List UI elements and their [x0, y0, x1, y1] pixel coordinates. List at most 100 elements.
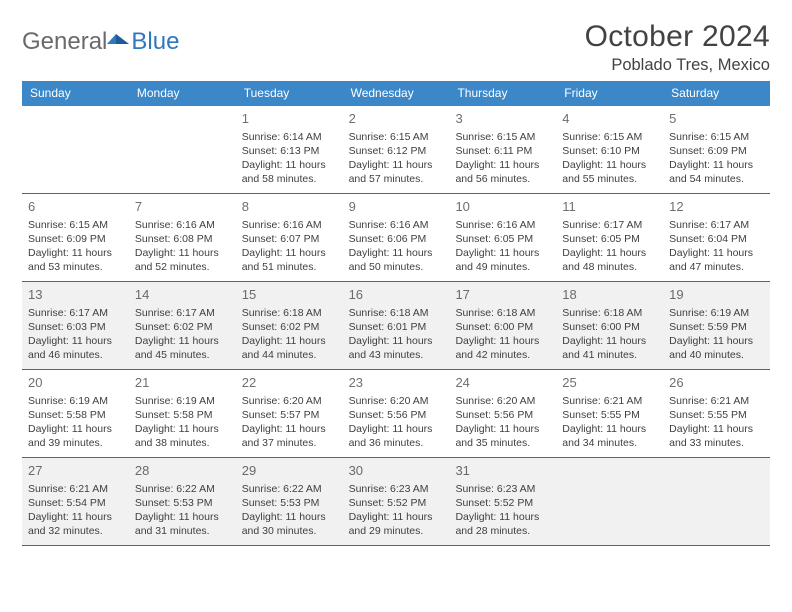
page-header: General Blue October 2024 Poblado Tres, … — [22, 20, 770, 75]
sunrise-text: Sunrise: 6:20 AM — [455, 394, 550, 408]
day-number: 26 — [669, 374, 764, 392]
sunrise-text: Sunrise: 6:16 AM — [135, 218, 230, 232]
daylight-text: Daylight: 11 hours and 40 minutes. — [669, 334, 764, 362]
day-number: 25 — [562, 374, 657, 392]
sunrise-text: Sunrise: 6:18 AM — [242, 306, 337, 320]
day-number: 29 — [242, 462, 337, 480]
day-number: 14 — [135, 286, 230, 304]
sunrise-text: Sunrise: 6:18 AM — [349, 306, 444, 320]
daylight-text: Daylight: 11 hours and 52 minutes. — [135, 246, 230, 274]
day-number: 3 — [455, 110, 550, 128]
daylight-text: Daylight: 11 hours and 28 minutes. — [455, 510, 550, 538]
day-number: 13 — [28, 286, 123, 304]
calendar-cell: 23Sunrise: 6:20 AMSunset: 5:56 PMDayligh… — [343, 370, 450, 457]
day-number: 15 — [242, 286, 337, 304]
sunrise-text: Sunrise: 6:17 AM — [562, 218, 657, 232]
daylight-text: Daylight: 11 hours and 49 minutes. — [455, 246, 550, 274]
sunset-text: Sunset: 6:13 PM — [242, 144, 337, 158]
sunrise-text: Sunrise: 6:19 AM — [135, 394, 230, 408]
sunrise-text: Sunrise: 6:21 AM — [562, 394, 657, 408]
daylight-text: Daylight: 11 hours and 34 minutes. — [562, 422, 657, 450]
calendar-cell — [663, 458, 770, 545]
day-number: 9 — [349, 198, 444, 216]
sunset-text: Sunset: 6:12 PM — [349, 144, 444, 158]
daylight-text: Daylight: 11 hours and 51 minutes. — [242, 246, 337, 274]
sunset-text: Sunset: 6:05 PM — [455, 232, 550, 246]
daylight-text: Daylight: 11 hours and 46 minutes. — [28, 334, 123, 362]
sunset-text: Sunset: 6:09 PM — [669, 144, 764, 158]
daylight-text: Daylight: 11 hours and 50 minutes. — [349, 246, 444, 274]
sunrise-text: Sunrise: 6:15 AM — [349, 130, 444, 144]
daylight-text: Daylight: 11 hours and 35 minutes. — [455, 422, 550, 450]
sunset-text: Sunset: 5:53 PM — [242, 496, 337, 510]
sunset-text: Sunset: 6:03 PM — [28, 320, 123, 334]
daylight-text: Daylight: 11 hours and 32 minutes. — [28, 510, 123, 538]
weekday-header-row: Sunday Monday Tuesday Wednesday Thursday… — [22, 81, 770, 106]
sunrise-text: Sunrise: 6:16 AM — [242, 218, 337, 232]
sunset-text: Sunset: 6:01 PM — [349, 320, 444, 334]
day-number: 27 — [28, 462, 123, 480]
calendar-cell: 4Sunrise: 6:15 AMSunset: 6:10 PMDaylight… — [556, 106, 663, 193]
calendar-cell: 17Sunrise: 6:18 AMSunset: 6:00 PMDayligh… — [449, 282, 556, 369]
day-number: 30 — [349, 462, 444, 480]
logo: General Blue — [22, 20, 179, 56]
sunset-text: Sunset: 5:55 PM — [562, 408, 657, 422]
calendar-week: 20Sunrise: 6:19 AMSunset: 5:58 PMDayligh… — [22, 370, 770, 458]
sunrise-text: Sunrise: 6:18 AM — [562, 306, 657, 320]
sunset-text: Sunset: 6:10 PM — [562, 144, 657, 158]
day-number: 24 — [455, 374, 550, 392]
calendar-cell: 31Sunrise: 6:23 AMSunset: 5:52 PMDayligh… — [449, 458, 556, 545]
calendar-cell: 20Sunrise: 6:19 AMSunset: 5:58 PMDayligh… — [22, 370, 129, 457]
daylight-text: Daylight: 11 hours and 47 minutes. — [669, 246, 764, 274]
day-number: 4 — [562, 110, 657, 128]
day-number: 7 — [135, 198, 230, 216]
sunset-text: Sunset: 6:02 PM — [242, 320, 337, 334]
daylight-text: Daylight: 11 hours and 57 minutes. — [349, 158, 444, 186]
sunrise-text: Sunrise: 6:15 AM — [28, 218, 123, 232]
weekday-header: Monday — [129, 81, 236, 106]
month-title: October 2024 — [585, 20, 770, 54]
sunrise-text: Sunrise: 6:15 AM — [669, 130, 764, 144]
calendar-cell: 27Sunrise: 6:21 AMSunset: 5:54 PMDayligh… — [22, 458, 129, 545]
day-number: 12 — [669, 198, 764, 216]
calendar-cell: 5Sunrise: 6:15 AMSunset: 6:09 PMDaylight… — [663, 106, 770, 193]
calendar-week: 13Sunrise: 6:17 AMSunset: 6:03 PMDayligh… — [22, 282, 770, 370]
weekday-header: Sunday — [22, 81, 129, 106]
calendar-week: 1Sunrise: 6:14 AMSunset: 6:13 PMDaylight… — [22, 106, 770, 194]
calendar-cell: 29Sunrise: 6:22 AMSunset: 5:53 PMDayligh… — [236, 458, 343, 545]
calendar-cell: 7Sunrise: 6:16 AMSunset: 6:08 PMDaylight… — [129, 194, 236, 281]
sunset-text: Sunset: 6:02 PM — [135, 320, 230, 334]
calendar-cell — [556, 458, 663, 545]
day-number: 28 — [135, 462, 230, 480]
calendar-cell: 18Sunrise: 6:18 AMSunset: 6:00 PMDayligh… — [556, 282, 663, 369]
sunset-text: Sunset: 5:52 PM — [455, 496, 550, 510]
daylight-text: Daylight: 11 hours and 37 minutes. — [242, 422, 337, 450]
daylight-text: Daylight: 11 hours and 45 minutes. — [135, 334, 230, 362]
sunset-text: Sunset: 6:00 PM — [455, 320, 550, 334]
calendar-cell — [22, 106, 129, 193]
sunrise-text: Sunrise: 6:16 AM — [349, 218, 444, 232]
sunrise-text: Sunrise: 6:19 AM — [669, 306, 764, 320]
calendar-cell: 13Sunrise: 6:17 AMSunset: 6:03 PMDayligh… — [22, 282, 129, 369]
sunrise-text: Sunrise: 6:23 AM — [455, 482, 550, 496]
title-block: October 2024 Poblado Tres, Mexico — [585, 20, 770, 75]
sunset-text: Sunset: 5:53 PM — [135, 496, 230, 510]
calendar-cell: 2Sunrise: 6:15 AMSunset: 6:12 PMDaylight… — [343, 106, 450, 193]
calendar-cell: 9Sunrise: 6:16 AMSunset: 6:06 PMDaylight… — [343, 194, 450, 281]
calendar-cell — [129, 106, 236, 193]
sunrise-text: Sunrise: 6:20 AM — [349, 394, 444, 408]
daylight-text: Daylight: 11 hours and 58 minutes. — [242, 158, 337, 186]
daylight-text: Daylight: 11 hours and 55 minutes. — [562, 158, 657, 186]
calendar-cell: 21Sunrise: 6:19 AMSunset: 5:58 PMDayligh… — [129, 370, 236, 457]
sunrise-text: Sunrise: 6:23 AM — [349, 482, 444, 496]
weekday-header: Friday — [556, 81, 663, 106]
day-number: 6 — [28, 198, 123, 216]
sunrise-text: Sunrise: 6:21 AM — [28, 482, 123, 496]
sunrise-text: Sunrise: 6:19 AM — [28, 394, 123, 408]
calendar-cell: 30Sunrise: 6:23 AMSunset: 5:52 PMDayligh… — [343, 458, 450, 545]
calendar-cell: 10Sunrise: 6:16 AMSunset: 6:05 PMDayligh… — [449, 194, 556, 281]
sunset-text: Sunset: 5:58 PM — [135, 408, 230, 422]
location-label: Poblado Tres, Mexico — [585, 56, 770, 75]
day-number: 10 — [455, 198, 550, 216]
day-number: 22 — [242, 374, 337, 392]
